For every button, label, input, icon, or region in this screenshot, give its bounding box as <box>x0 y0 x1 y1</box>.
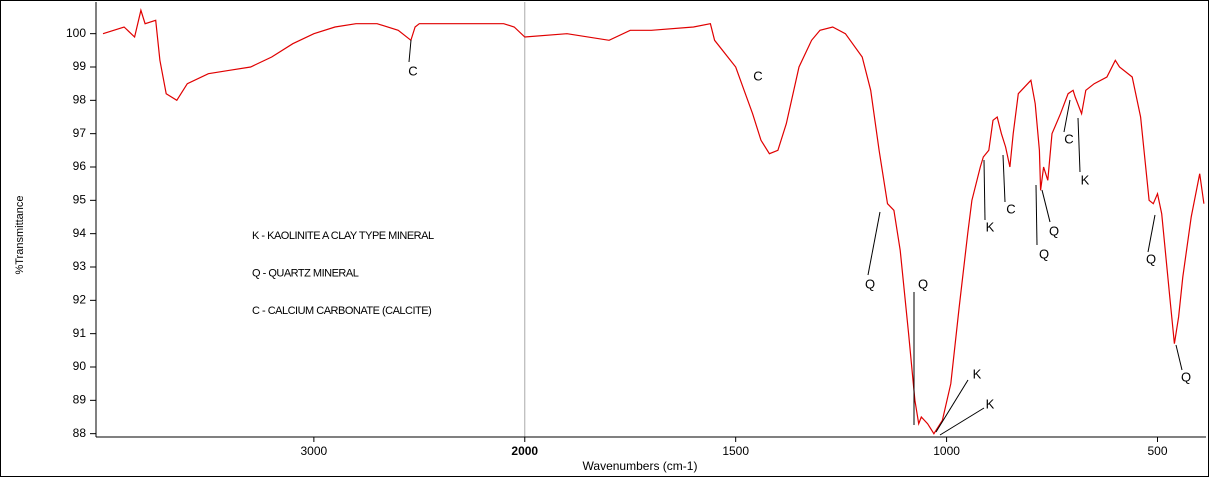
y-tick-label: 91 <box>73 326 87 340</box>
annotation: C <box>1064 131 1073 146</box>
leader-line <box>1077 117 1081 173</box>
x-tick-label: 2000 <box>511 444 538 458</box>
annotation: K <box>986 219 995 234</box>
x-axis-label: Wavenumbers (cm-1) <box>583 459 698 473</box>
y-tick-label: 96 <box>73 159 87 173</box>
y-tick-label: 89 <box>73 393 87 407</box>
leader-line <box>983 159 986 221</box>
legend-note: K - KAOLINITE A CLAY TYPE MINERAL <box>252 230 434 242</box>
annotation: C <box>753 68 762 83</box>
leader-line <box>408 39 412 63</box>
y-tick-label: 92 <box>73 293 87 307</box>
y-tick-label: 88 <box>73 426 87 440</box>
y-tick-label: 94 <box>73 226 87 240</box>
annotation: K <box>986 396 995 411</box>
y-tick-label: 93 <box>73 259 87 273</box>
x-tick-label: 500 <box>1147 444 1167 458</box>
y-tick-label: 95 <box>73 193 87 207</box>
annotation: K <box>1081 172 1090 187</box>
annotation: C <box>408 63 417 78</box>
annotation: K <box>973 366 982 381</box>
leader-line <box>1035 184 1038 246</box>
annotation: C <box>1006 201 1015 216</box>
legend-note: Q - QUARTZ MINERAL <box>252 267 359 279</box>
annotation: Q <box>918 276 928 291</box>
annotation: Q <box>1049 223 1059 238</box>
x-tick-label: 1000 <box>933 444 960 458</box>
x-tick-label: 1500 <box>722 444 749 458</box>
y-tick-label: 97 <box>73 126 87 140</box>
leader-line <box>1147 214 1156 253</box>
y-axis-label: %Transmittance <box>14 195 26 274</box>
leader-line <box>1175 344 1183 371</box>
leader-line <box>939 407 985 436</box>
leader-line <box>1002 154 1006 203</box>
y-tick-label: 98 <box>73 93 87 107</box>
spectrum-line <box>102 8 1205 435</box>
x-tick-label: 3000 <box>301 444 328 458</box>
legend-note: C - CALCIUM CARBONATE (CALCITE) <box>252 305 431 317</box>
annotation: Q <box>1181 369 1191 384</box>
annotation: Q <box>1146 251 1156 266</box>
leader-line <box>935 379 969 433</box>
annotation: Q <box>865 276 875 291</box>
y-tick-label: 100 <box>66 26 86 40</box>
annotation: Q <box>1039 246 1049 261</box>
leader-line <box>1063 99 1071 133</box>
leader-line <box>867 211 881 276</box>
y-tick-label: 90 <box>73 359 87 373</box>
leader-line <box>1041 189 1051 223</box>
y-tick-label: 99 <box>73 59 87 73</box>
